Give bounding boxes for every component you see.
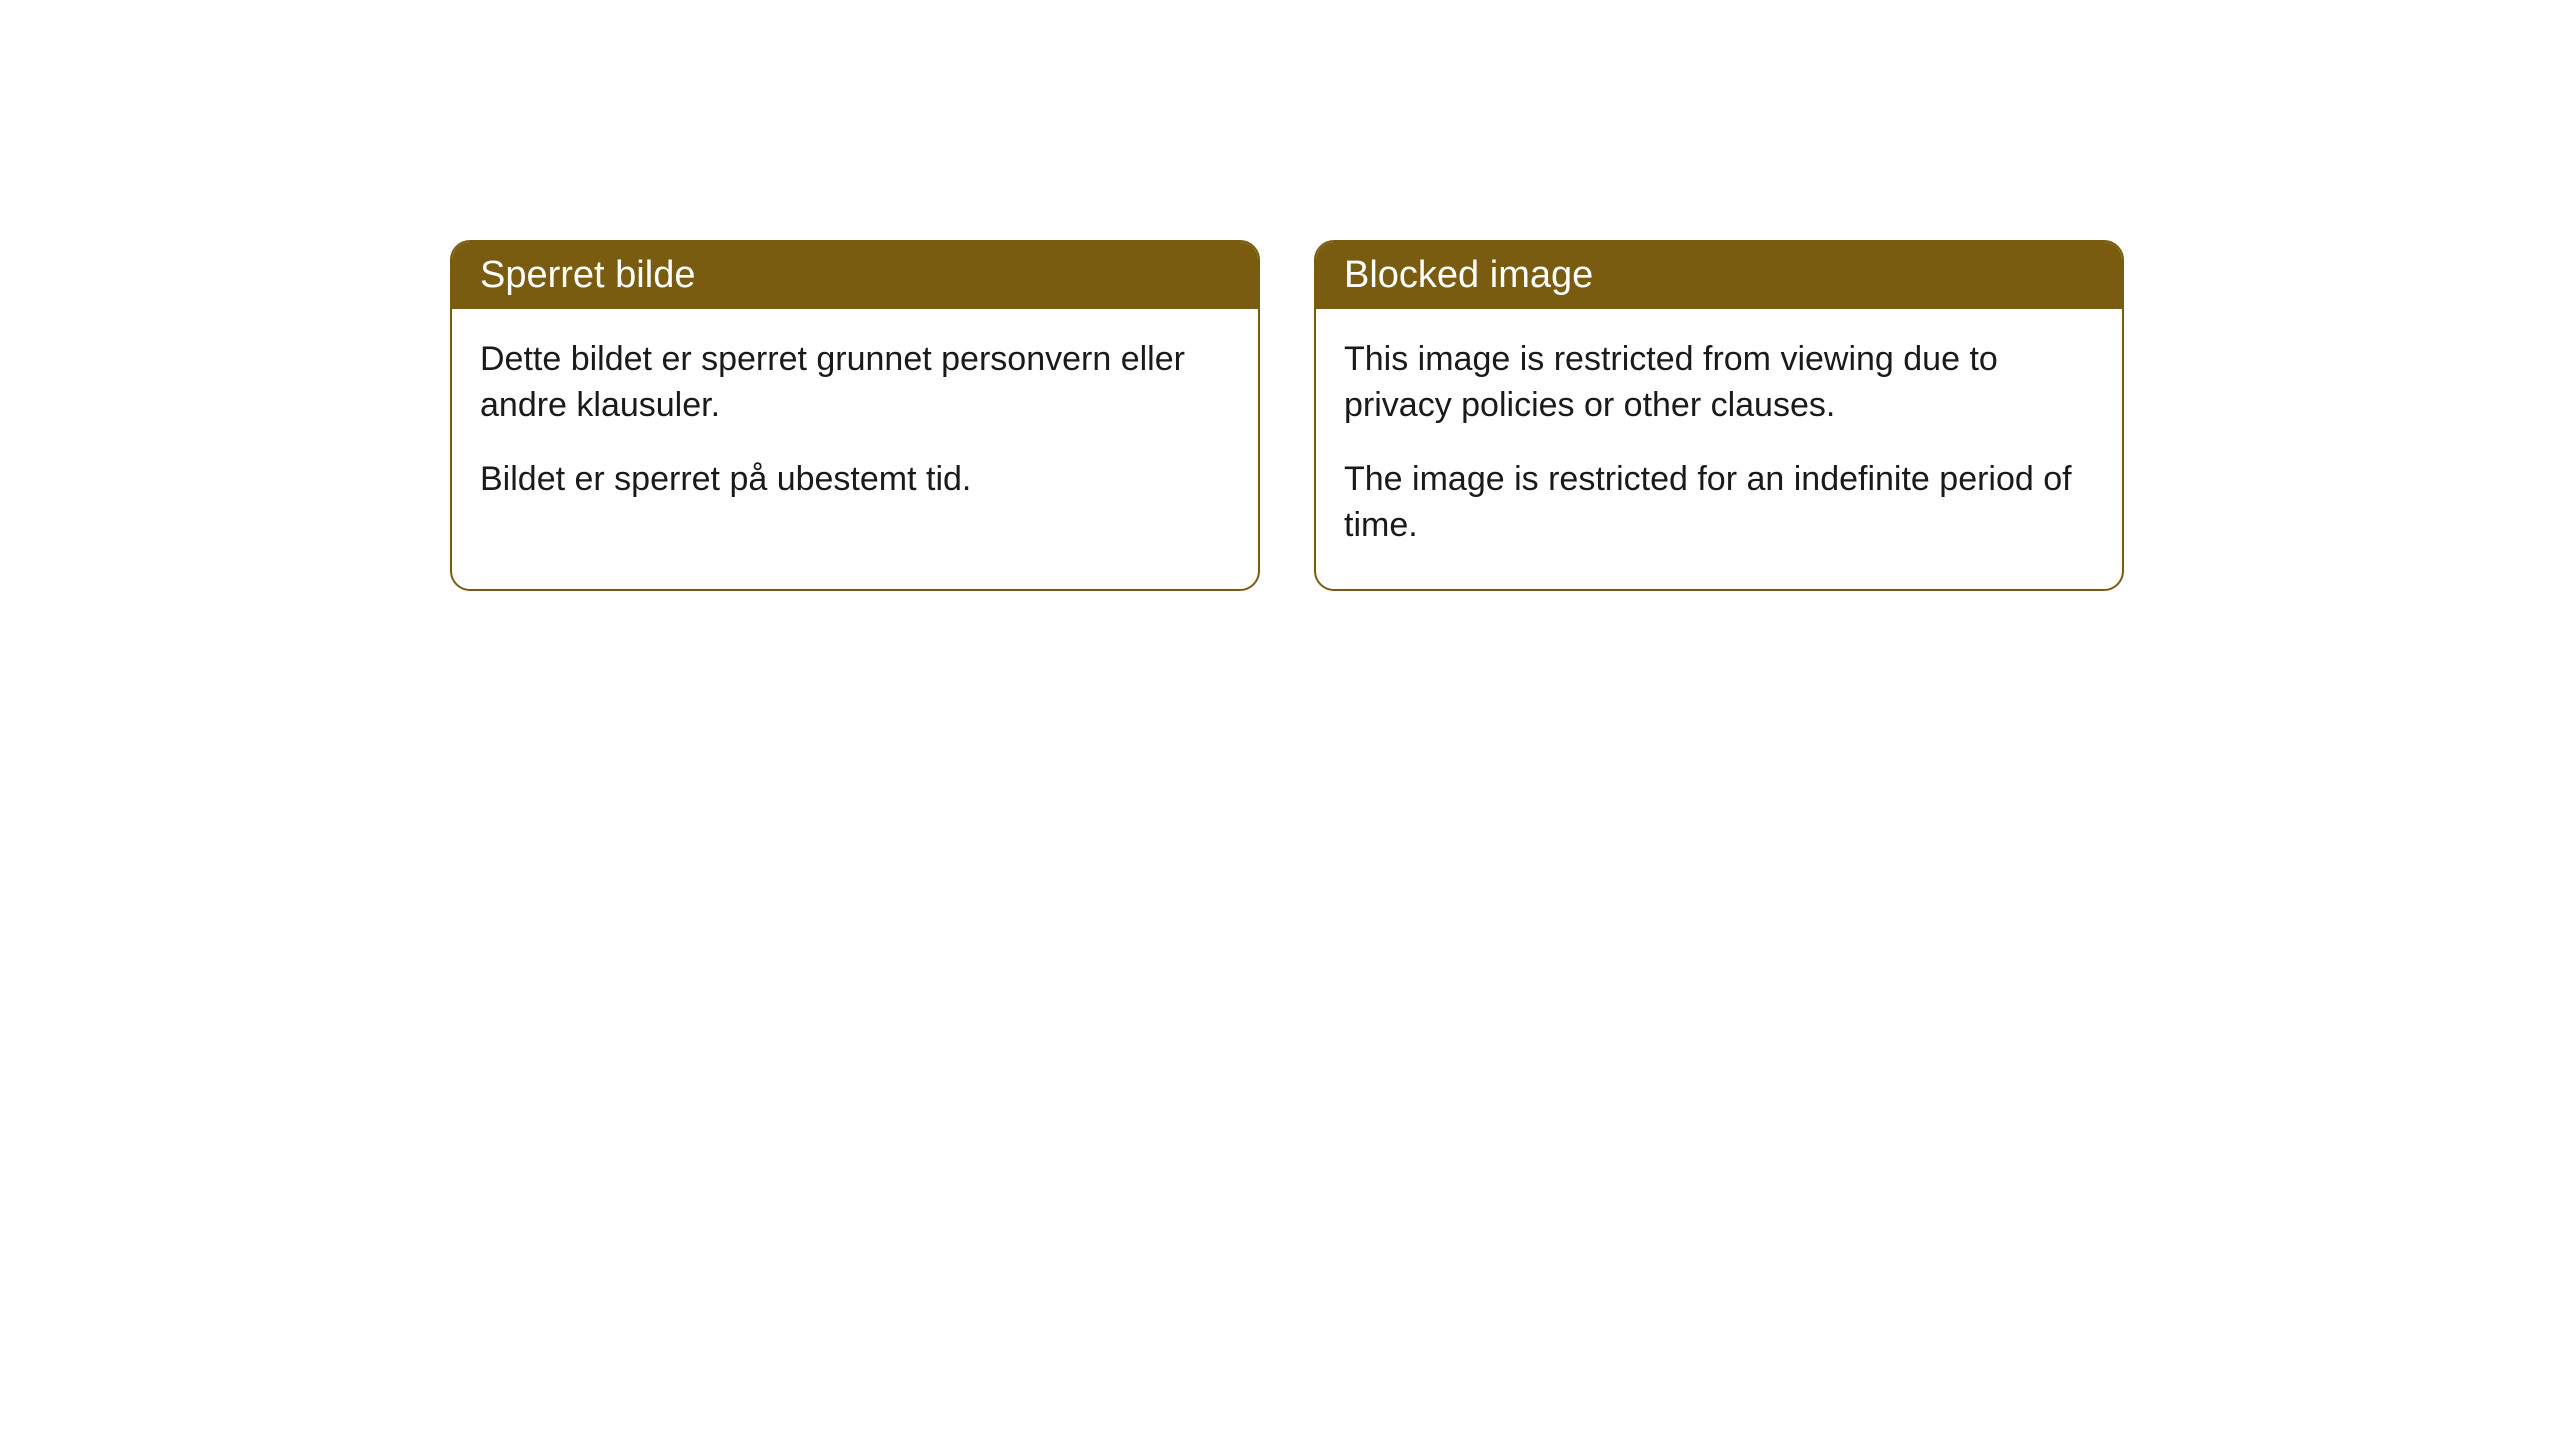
card-paragraph-1: Dette bildet er sperret grunnet personve…	[480, 337, 1230, 429]
blocked-image-card-english: Blocked image This image is restricted f…	[1314, 240, 2124, 591]
card-body-norwegian: Dette bildet er sperret grunnet personve…	[452, 309, 1258, 543]
card-body-english: This image is restricted from viewing du…	[1316, 309, 2122, 589]
card-header-english: Blocked image	[1316, 242, 2122, 309]
card-title: Sperret bilde	[480, 254, 695, 296]
card-paragraph-1: This image is restricted from viewing du…	[1344, 337, 2094, 429]
cards-container: Sperret bilde Dette bildet er sperret gr…	[0, 0, 2560, 591]
card-title: Blocked image	[1344, 254, 1593, 296]
card-paragraph-2: The image is restricted for an indefinit…	[1344, 457, 2094, 549]
card-header-norwegian: Sperret bilde	[452, 242, 1258, 309]
card-paragraph-2: Bildet er sperret på ubestemt tid.	[480, 457, 1230, 503]
blocked-image-card-norwegian: Sperret bilde Dette bildet er sperret gr…	[450, 240, 1260, 591]
